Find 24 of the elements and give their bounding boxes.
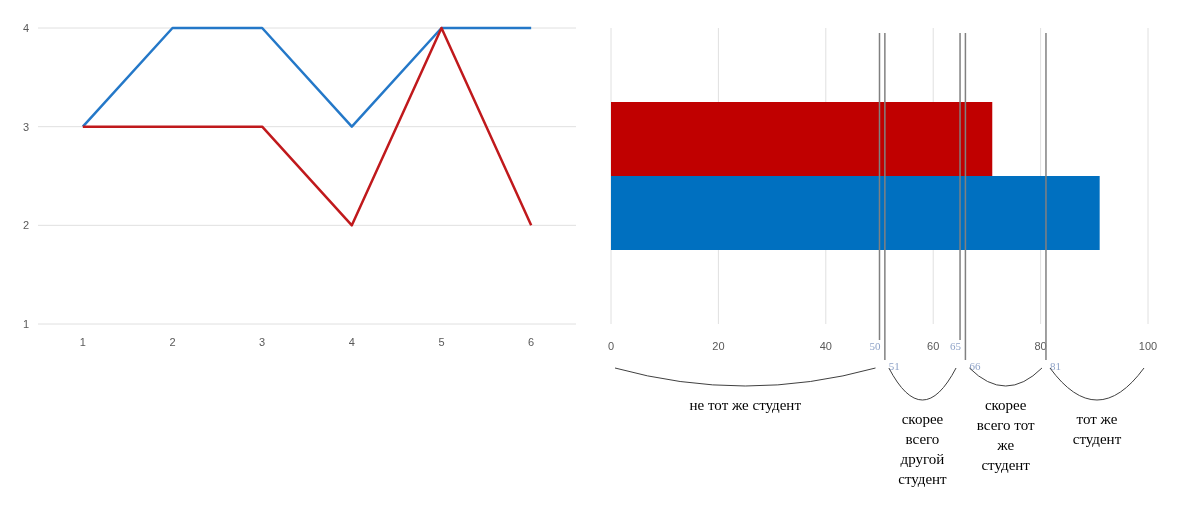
x-tick-label: 100 (1138, 339, 1158, 352)
text: тот же студент (1072, 411, 1122, 447)
x-tick-label: 20 (712, 339, 725, 352)
x-tick-label: 60 (927, 339, 940, 352)
text: скорее всего тот же студент (976, 397, 1035, 473)
x-tick-label: 6 (528, 336, 535, 348)
y-tick-label: 3 (22, 120, 30, 133)
y-tick-label: 4 (22, 21, 30, 34)
y-tick-label: 2 (22, 219, 30, 232)
ref-line-label: 50 (869, 340, 881, 352)
x-tick-label: 4 (348, 336, 355, 348)
ref-line-label: 65 (950, 340, 962, 352)
ref-line-label: 51 (888, 360, 900, 372)
ref-line-label: 81 (1049, 360, 1061, 372)
text: скорее всего другой студент (898, 411, 948, 487)
x-tick-label: 40 (819, 339, 832, 352)
y-tick-label: 1 (22, 317, 30, 330)
x-tick-label: 5 (438, 336, 445, 348)
text: не тот же студент (689, 397, 802, 413)
x-tick-label: 0 (607, 339, 615, 352)
x-tick-label: 1 (79, 336, 86, 348)
x-tick-label: 3 (259, 336, 266, 348)
ref-line-label: 66 (969, 360, 981, 372)
x-tick-label: 2 (169, 336, 176, 348)
